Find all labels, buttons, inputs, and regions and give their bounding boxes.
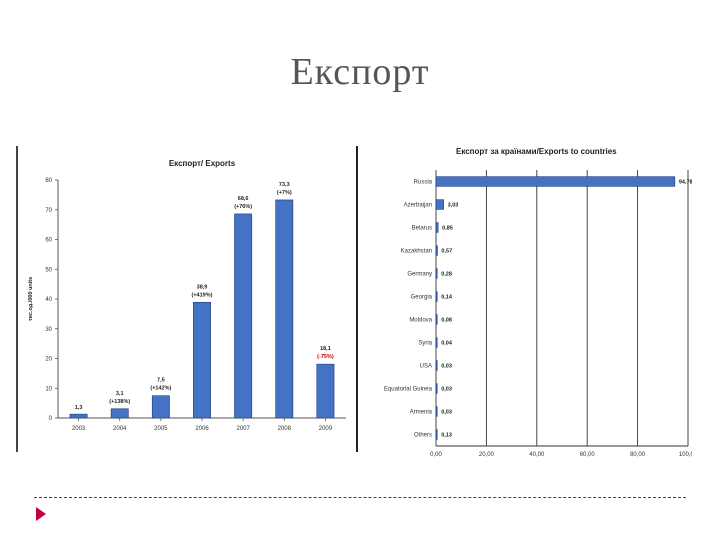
bar-2007 <box>234 213 253 419</box>
category-label: Kazakhstan <box>401 249 432 255</box>
change-label: (-75%) <box>317 354 334 360</box>
category-label: Georgia <box>411 295 433 301</box>
bar-armenia <box>435 406 438 417</box>
y-axis-label: тис.од./000 units <box>28 277 34 321</box>
y-tick-label: 70 <box>45 208 52 214</box>
chart-title: Експорт за країнами/Exports to countries <box>456 147 617 156</box>
bar-kazakhstan <box>435 245 438 256</box>
data-label: 0,04 <box>441 341 453 347</box>
category-label: Moldova <box>409 318 432 324</box>
data-label: 0,13 <box>441 433 452 439</box>
bar-georgia <box>435 291 438 302</box>
countries-bar-chart: Експорт за країнами/Exports to countries… <box>384 147 698 458</box>
data-label: 73,3 <box>279 182 290 188</box>
category-label: Equatorial Guinea <box>384 387 433 393</box>
bar-equatorial-guinea <box>435 383 438 394</box>
y-tick-label: 40 <box>45 297 52 303</box>
exports-bar-chart: Експорт/ Exports тис.од./000 units 0 10 20 30… <box>28 159 346 432</box>
y-tick-label: 30 <box>45 327 52 333</box>
x-tick-label: 2009 <box>319 426 333 432</box>
data-label: 7,5 <box>157 378 165 384</box>
category-label: Germany <box>407 272 432 278</box>
x-tick-label: 80,00 <box>630 452 646 458</box>
data-label: 0,85 <box>442 226 453 232</box>
y-tick-label: 50 <box>45 267 52 273</box>
data-label: 3,03 <box>448 203 459 209</box>
bar-germany <box>435 268 438 279</box>
data-label: 0,03 <box>441 387 452 393</box>
category-label: Belarus <box>412 226 432 232</box>
data-label: 0,28 <box>441 272 452 278</box>
left-panel-border <box>16 146 18 452</box>
chart-title: Експорт/ Exports <box>169 159 236 168</box>
bar-2003 <box>69 413 88 419</box>
divider-line <box>356 146 358 452</box>
bar-2009 <box>316 363 335 419</box>
slide-title: Експорт <box>290 51 430 93</box>
x-tick-label: 2008 <box>278 426 292 432</box>
bar-2006 <box>193 301 211 419</box>
bar-usa <box>435 360 438 371</box>
data-label: 0,03 <box>441 410 452 416</box>
x-tick-label: 2005 <box>154 426 168 432</box>
bar-2005 <box>151 395 170 419</box>
category-label: Syria <box>418 341 432 347</box>
category-label: Azerbaijan <box>404 203 432 209</box>
data-label: 0,14 <box>441 295 453 301</box>
x-tick-label: 0,00 <box>430 452 442 458</box>
bar-2008 <box>275 199 294 419</box>
data-label: 94,78 <box>679 180 692 186</box>
bar-russia <box>435 176 676 187</box>
data-label: 0,08 <box>441 318 452 324</box>
data-label: 1,3 <box>75 405 83 411</box>
category-label: Armenia <box>410 410 433 416</box>
x-tick-label: 2004 <box>113 426 127 432</box>
change-label: (+419%) <box>192 292 213 298</box>
data-label: 3,1 <box>116 391 124 397</box>
data-label: 0,57 <box>441 249 452 255</box>
category-label: USA <box>420 364 432 370</box>
bar-moldova <box>435 314 438 325</box>
y-tick-label: 80 <box>45 178 52 184</box>
change-label: (+142%) <box>150 386 171 392</box>
change-label: (+76%) <box>234 204 252 210</box>
category-label: Russia <box>414 180 433 186</box>
y-tick-label: 0 <box>49 416 53 422</box>
x-tick-label: 40,00 <box>529 452 545 458</box>
data-label: 0,03 <box>441 364 452 370</box>
category-label: Others <box>414 433 432 439</box>
bar-syria <box>435 337 438 348</box>
y-tick-label: 20 <box>45 357 52 363</box>
bar-others <box>435 429 438 440</box>
data-label: 18,1 <box>320 346 331 352</box>
bar-belarus <box>435 222 439 233</box>
data-label: 38,9 <box>197 284 208 290</box>
bar-2004 <box>110 408 129 419</box>
x-tick-label: 2003 <box>72 426 86 432</box>
x-tick-label: 60,00 <box>580 452 596 458</box>
countries-chart-panel: Експорт за країнами/Exports to countries… <box>370 132 698 462</box>
exports-chart-panel: Експорт/ Exports тис.од./000 units 0 10 20 30… <box>18 146 356 452</box>
footer-divider <box>34 497 686 498</box>
x-tick-label: 2006 <box>195 426 209 432</box>
bar-azerbaijan <box>435 199 444 210</box>
x-tick-label: 100,00 <box>679 452 692 458</box>
y-tick-label: 60 <box>45 238 52 244</box>
x-tick-label: 2007 <box>236 426 250 432</box>
y-tick-label: 10 <box>45 386 52 392</box>
change-label: (+138%) <box>109 399 130 405</box>
x-tick-label: 20,00 <box>479 452 495 458</box>
change-label: (+7%) <box>277 190 292 196</box>
next-arrow-icon[interactable] <box>36 507 46 521</box>
data-label: 68,6 <box>238 196 249 202</box>
